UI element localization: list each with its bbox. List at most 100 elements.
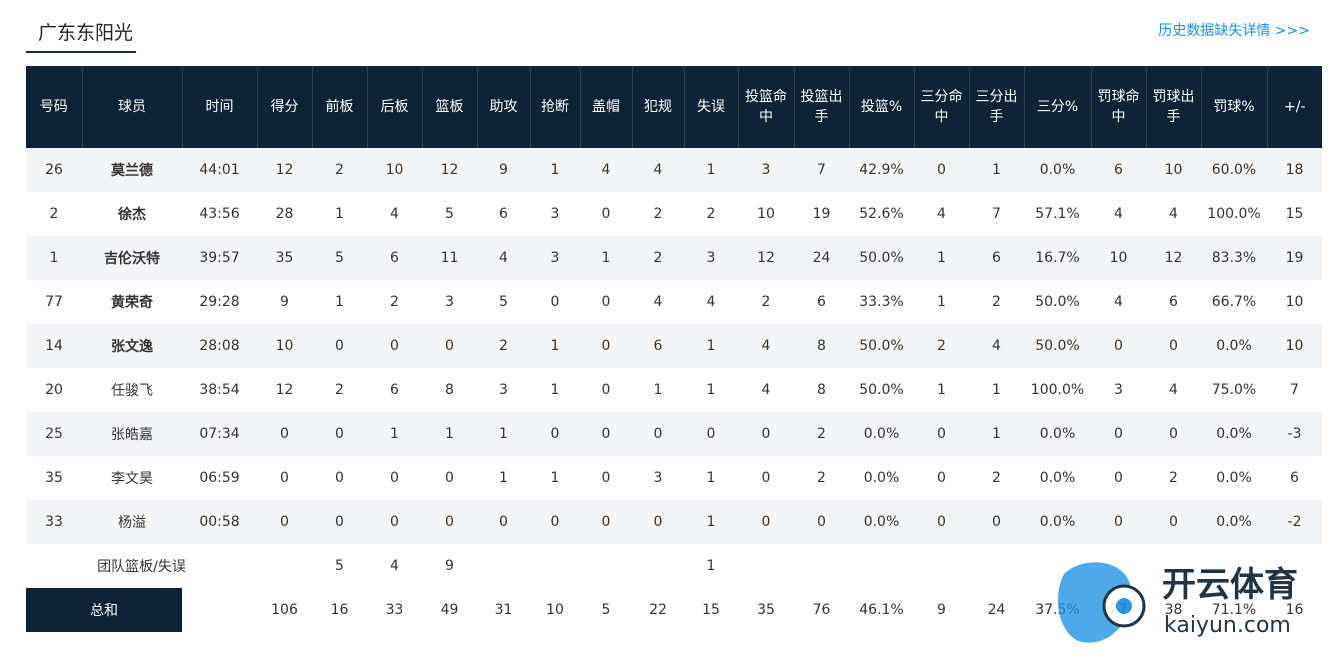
stat-cell: 0 (1114, 470, 1123, 486)
stat-cell: 0 (477, 500, 530, 544)
stat-cell: 0 (422, 500, 477, 544)
stat-cell: 0 (550, 294, 560, 310)
stat-cell: 6 (367, 236, 422, 280)
stat-cell (849, 544, 914, 588)
stat-cell: 6 (1169, 294, 1178, 310)
stat-cell: 100.0% (1030, 382, 1085, 398)
stat-cell: 77 (45, 294, 63, 310)
stat-cell: 1 (477, 412, 530, 456)
stat-cell: 12 (1146, 236, 1201, 280)
stat-cell: 6 (632, 324, 684, 368)
stat-cell (632, 544, 684, 588)
stat-cell: 3 (738, 148, 794, 192)
stat-cell: 1 (706, 382, 716, 398)
stat-cell (738, 544, 794, 588)
title-underline (26, 51, 136, 53)
stat-cell: 06:59 (199, 470, 240, 486)
column-header: 罚球% (1201, 66, 1268, 148)
stat-cell: 07:34 (182, 412, 257, 456)
stat-cell: 0 (1146, 412, 1201, 456)
stat-cell: 4 (1114, 206, 1123, 222)
stat-cell: 6 (1091, 148, 1146, 192)
stat-cell: 2 (817, 470, 826, 486)
stat-cell: 0.0% (1024, 500, 1091, 544)
stat-cell: 0 (445, 470, 454, 486)
stat-cell: 12 (275, 382, 294, 398)
stat-cell: 3 (550, 206, 560, 222)
stat-cell: 50.0% (849, 236, 914, 280)
stat-cell: 1 (937, 294, 946, 310)
stat-cell: 1 (969, 412, 1024, 456)
stat-cell: 0 (969, 500, 1024, 544)
stat-cell: 6 (499, 206, 508, 222)
stat-cell: 0.0% (849, 500, 914, 544)
stat-cell: 0 (312, 500, 367, 544)
stat-cell: 1 (706, 470, 716, 486)
stat-cell: 24 (794, 236, 849, 280)
column-header: 三分% (1024, 66, 1092, 148)
player-name: 莫兰德 (82, 148, 182, 192)
stat-cell: 31 (477, 588, 530, 632)
stat-cell (182, 588, 257, 632)
stat-cell: 15 (684, 588, 738, 632)
stat-cell: 1 (969, 148, 1024, 192)
column-header: 罚球出手 (1146, 66, 1202, 148)
stat-cell: 10 (1285, 294, 1304, 310)
stat-cell: 0 (312, 412, 367, 456)
stat-cell: 0 (601, 206, 611, 222)
player-row: 33 杨溢 00:58 0 0 0 0 0 0 0 0 1 0 0 0.0% 0 0 0.0% 0 0 0.0% -2 (26, 500, 1322, 544)
stat-cell: 1 (335, 206, 344, 222)
player-row: 25 张皓嘉 07:34 0 0 1 1 1 0 0 0 0 0 2 0.0% 0 1 0.0% 0 0 0.0% -3 (26, 412, 1322, 456)
stat-cell: 2 (761, 294, 771, 310)
stat-cell: 0 (1146, 500, 1201, 544)
stat-cell: -2 (1267, 500, 1322, 544)
stat-cell: 0 (761, 470, 771, 486)
box-score-table: 号码 球员 时间 得分 前板 后板 篮板 助攻 抢断 盖帽 犯规 失误 投篮命中 投篮出手 投篮% 三分命中三… (26, 66, 1322, 632)
player-row: 14 张文逸 28:08 10 0 0 0 2 1 0 6 1 4 8 50.0% 2 4 50.0% 0 0 0.0%… (26, 324, 1322, 368)
stat-cell: 7 (1290, 382, 1299, 398)
stat-cell: 2 (49, 206, 59, 222)
stat-cell (477, 544, 530, 588)
column-header: 投篮% (849, 66, 915, 148)
stat-cell: 16 (1267, 588, 1322, 632)
stat-cell: 4 (761, 382, 771, 398)
stat-cell: 15 (1285, 206, 1304, 222)
stat-cell: 4 (969, 324, 1024, 368)
stat-cell: 19 (1267, 236, 1322, 280)
stat-cell: 5 (580, 588, 632, 632)
stat-cell: 1 (937, 382, 946, 398)
stat-cell: 2 (335, 382, 344, 398)
stat-cell: 35 (45, 470, 63, 486)
stat-cell: 3 (1114, 382, 1123, 398)
stat-cell: 4 (706, 294, 716, 310)
stat-cell: 0 (937, 470, 946, 486)
stat-cell: 4 (390, 558, 399, 574)
stat-cell: 1 (530, 324, 580, 368)
stat-cell: 0.0% (1201, 324, 1267, 368)
stat-cell: 0 (601, 382, 611, 398)
stat-cell: 0 (390, 470, 399, 486)
table-body: 26 莫兰德 44:01 12 2 10 12 9 1 4 4 1 3 7 42.9% 0 1 0.0% 6 10 60… (26, 148, 1322, 632)
stat-cell: 38:54 (199, 382, 240, 398)
stat-cell: 2 (390, 294, 399, 310)
stat-cell: 7 (992, 206, 1001, 222)
stat-cell: 0 (312, 324, 367, 368)
stat-cell: 50.0% (859, 382, 904, 398)
stat-cell: 11 (422, 236, 477, 280)
team-row: 团队篮板/失误 5 4 9 1 (26, 544, 1322, 588)
history-link[interactable]: 历史数据缺失详情 >>> (1158, 23, 1310, 39)
column-header: 三分出手 (969, 66, 1025, 148)
stat-cell: 0 (580, 412, 632, 456)
stat-cell: 6 (1290, 470, 1299, 486)
stat-cell: 0 (914, 148, 969, 192)
stat-cell: 4 (580, 148, 632, 192)
stat-cell: 4 (477, 236, 530, 280)
stat-cell: 0 (632, 500, 684, 544)
stat-cell: 6 (817, 294, 826, 310)
stat-cell: 28 (275, 206, 294, 222)
stat-cell: 5 (335, 558, 344, 574)
column-header: 篮板 (422, 66, 478, 148)
stat-cell (914, 544, 969, 588)
stat-cell: 12 (422, 148, 477, 192)
